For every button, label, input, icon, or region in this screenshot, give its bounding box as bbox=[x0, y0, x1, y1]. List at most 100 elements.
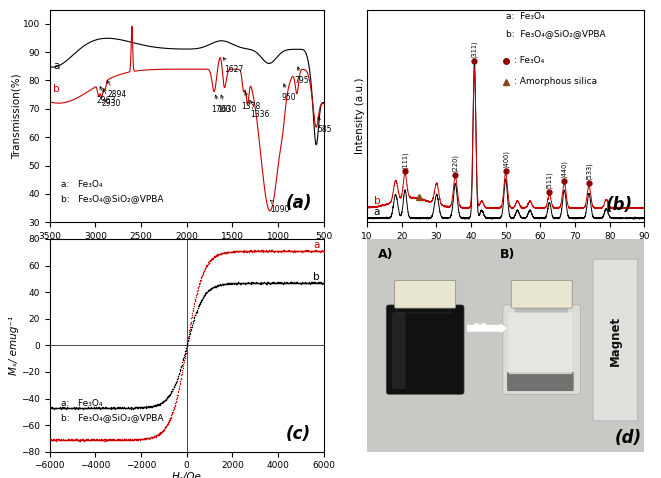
Point bbox=[107, 435, 118, 443]
Point bbox=[81, 404, 92, 412]
Point bbox=[170, 380, 180, 388]
Point bbox=[272, 248, 283, 256]
Point bbox=[268, 279, 278, 286]
Point bbox=[181, 343, 192, 350]
FancyArrow shape bbox=[467, 323, 508, 334]
Point bbox=[278, 280, 289, 287]
Point bbox=[240, 280, 251, 287]
Point bbox=[171, 380, 181, 387]
Text: (511): (511) bbox=[546, 171, 553, 189]
Point bbox=[239, 247, 249, 254]
Point bbox=[158, 397, 169, 405]
Point bbox=[249, 280, 259, 287]
Point bbox=[309, 278, 320, 286]
Point bbox=[73, 436, 84, 444]
Point bbox=[279, 279, 290, 287]
Point bbox=[239, 279, 249, 287]
Point bbox=[225, 280, 235, 287]
Point bbox=[65, 404, 75, 412]
Point bbox=[206, 256, 216, 263]
Point bbox=[158, 426, 169, 434]
Point bbox=[268, 279, 279, 287]
Point bbox=[239, 279, 249, 286]
Point bbox=[206, 255, 217, 262]
Point bbox=[167, 410, 177, 418]
Point bbox=[257, 279, 268, 287]
Point bbox=[315, 279, 326, 287]
Point bbox=[141, 403, 152, 411]
Point bbox=[197, 271, 208, 279]
Point bbox=[81, 435, 92, 443]
Point bbox=[274, 248, 284, 255]
Point bbox=[46, 436, 57, 444]
Point bbox=[216, 249, 227, 257]
Point bbox=[298, 247, 309, 254]
Point bbox=[291, 247, 301, 255]
Point bbox=[244, 248, 254, 256]
Point bbox=[311, 247, 321, 255]
Point bbox=[87, 435, 97, 443]
Point bbox=[77, 436, 88, 444]
Point bbox=[51, 436, 61, 444]
Point bbox=[145, 434, 156, 441]
Point bbox=[111, 404, 122, 412]
Point bbox=[59, 404, 70, 412]
Point bbox=[290, 247, 300, 255]
Point bbox=[182, 337, 193, 345]
Point bbox=[130, 404, 140, 412]
Point bbox=[185, 321, 196, 328]
Point bbox=[130, 435, 140, 443]
Point bbox=[162, 420, 173, 428]
Point bbox=[56, 405, 66, 413]
Point bbox=[198, 268, 209, 276]
Point bbox=[274, 279, 285, 287]
Point bbox=[280, 248, 290, 255]
Point bbox=[283, 279, 293, 286]
Point bbox=[192, 284, 203, 292]
Point bbox=[225, 248, 236, 256]
Point bbox=[229, 248, 240, 255]
Point bbox=[264, 248, 275, 255]
Point bbox=[275, 248, 286, 255]
Point bbox=[214, 281, 224, 289]
Point bbox=[138, 435, 149, 443]
Point bbox=[62, 436, 73, 444]
Point bbox=[166, 413, 176, 421]
Bar bbox=[397, 303, 450, 314]
Point bbox=[65, 436, 76, 444]
Point bbox=[86, 435, 97, 443]
Point bbox=[98, 436, 109, 444]
Point bbox=[254, 247, 264, 255]
Point bbox=[199, 267, 210, 275]
Point bbox=[122, 404, 133, 412]
Point bbox=[263, 247, 274, 255]
Point bbox=[92, 435, 102, 443]
Point bbox=[228, 248, 239, 255]
Point bbox=[59, 436, 70, 444]
Point bbox=[106, 404, 116, 412]
Point bbox=[152, 401, 163, 409]
Point bbox=[188, 304, 199, 312]
Point bbox=[245, 279, 255, 286]
Point bbox=[273, 279, 284, 287]
Point bbox=[200, 289, 211, 297]
Point bbox=[95, 436, 106, 444]
Point bbox=[276, 279, 287, 287]
Point bbox=[287, 247, 297, 255]
Text: 1700: 1700 bbox=[211, 95, 230, 114]
Point bbox=[118, 436, 128, 444]
Point bbox=[192, 287, 202, 295]
Point bbox=[153, 401, 163, 408]
Point bbox=[204, 258, 215, 265]
Point bbox=[281, 279, 292, 286]
Point bbox=[91, 436, 101, 444]
Point bbox=[255, 280, 266, 287]
Point bbox=[306, 279, 317, 287]
Point bbox=[214, 282, 225, 289]
Point bbox=[92, 435, 102, 443]
Point bbox=[248, 279, 258, 286]
Point bbox=[180, 344, 191, 351]
Point bbox=[268, 247, 278, 255]
Point bbox=[294, 247, 305, 254]
Point bbox=[56, 404, 67, 412]
